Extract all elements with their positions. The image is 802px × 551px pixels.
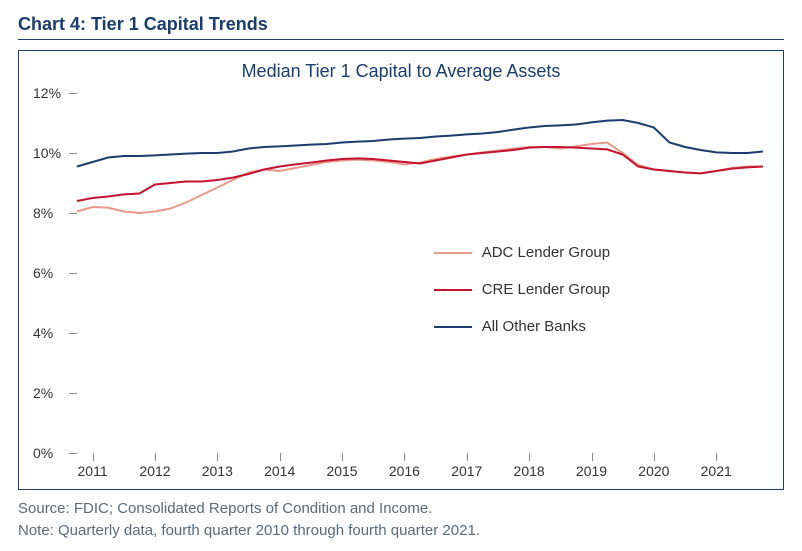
footnotes: Source: FDIC; Consolidated Reports of Co… [18,498,784,542]
legend-swatch [434,326,472,328]
legend-label: All Other Banks [482,318,586,335]
x-axis-label: 2019 [576,463,607,479]
y-tick [69,213,77,214]
x-tick [592,453,593,461]
x-axis-label: 2016 [389,463,420,479]
x-axis-label: 2012 [139,463,170,479]
y-axis-label: 8% [33,205,53,221]
legend-swatch [434,289,472,291]
x-axis-label: 2015 [326,463,357,479]
y-tick [69,273,77,274]
x-tick [404,453,405,461]
x-tick [716,453,717,461]
plot-area: 0%2%4%6%8%10%12%201120122013201420152016… [77,93,763,453]
legend-label: ADC Lender Group [482,244,610,261]
y-tick [69,333,77,334]
x-axis-label: 2018 [514,463,545,479]
footnote-note: Note: Quarterly data, fourth quarter 201… [18,520,784,542]
x-axis-label: 2011 [78,463,108,479]
title-rule [18,39,784,40]
legend-item: All Other Banks [434,318,610,335]
y-axis-label: 4% [33,325,53,341]
x-axis-label: 2013 [202,463,233,479]
y-tick [69,453,77,454]
x-tick [654,453,655,461]
x-tick [529,453,530,461]
x-axis-label: 2014 [264,463,295,479]
line-chart-svg [77,93,763,453]
legend-item: ADC Lender Group [434,244,610,261]
x-axis-label: 2017 [451,463,482,479]
x-tick [217,453,218,461]
series-line [77,147,763,201]
x-axis-label: 2021 [701,463,732,479]
x-tick [280,453,281,461]
y-axis-label: 2% [33,385,53,401]
x-axis-label: 2020 [638,463,669,479]
legend: ADC Lender Group CRE Lender Group All Othe… [434,244,610,355]
y-tick [69,153,77,154]
x-tick [155,453,156,461]
y-tick [69,93,77,94]
y-axis-label: 6% [33,265,53,281]
series-line [77,120,763,167]
footnote-source: Source: FDIC; Consolidated Reports of Co… [18,498,784,520]
y-axis-label: 10% [33,145,61,161]
y-axis-label: 12% [33,85,61,101]
x-tick [467,453,468,461]
x-tick [93,453,94,461]
y-axis-label: 0% [33,445,53,461]
legend-label: CRE Lender Group [482,281,610,298]
plot-title: Median Tier 1 Capital to Average Assets [19,61,783,82]
x-tick [342,453,343,461]
plot-frame: Median Tier 1 Capital to Average Assets … [18,50,784,490]
legend-swatch [434,252,472,254]
chart-container: Chart 4: Tier 1 Capital Trends Median Ti… [0,0,802,551]
legend-item: CRE Lender Group [434,281,610,298]
y-tick [69,393,77,394]
chart-outer-title: Chart 4: Tier 1 Capital Trends [18,14,784,35]
